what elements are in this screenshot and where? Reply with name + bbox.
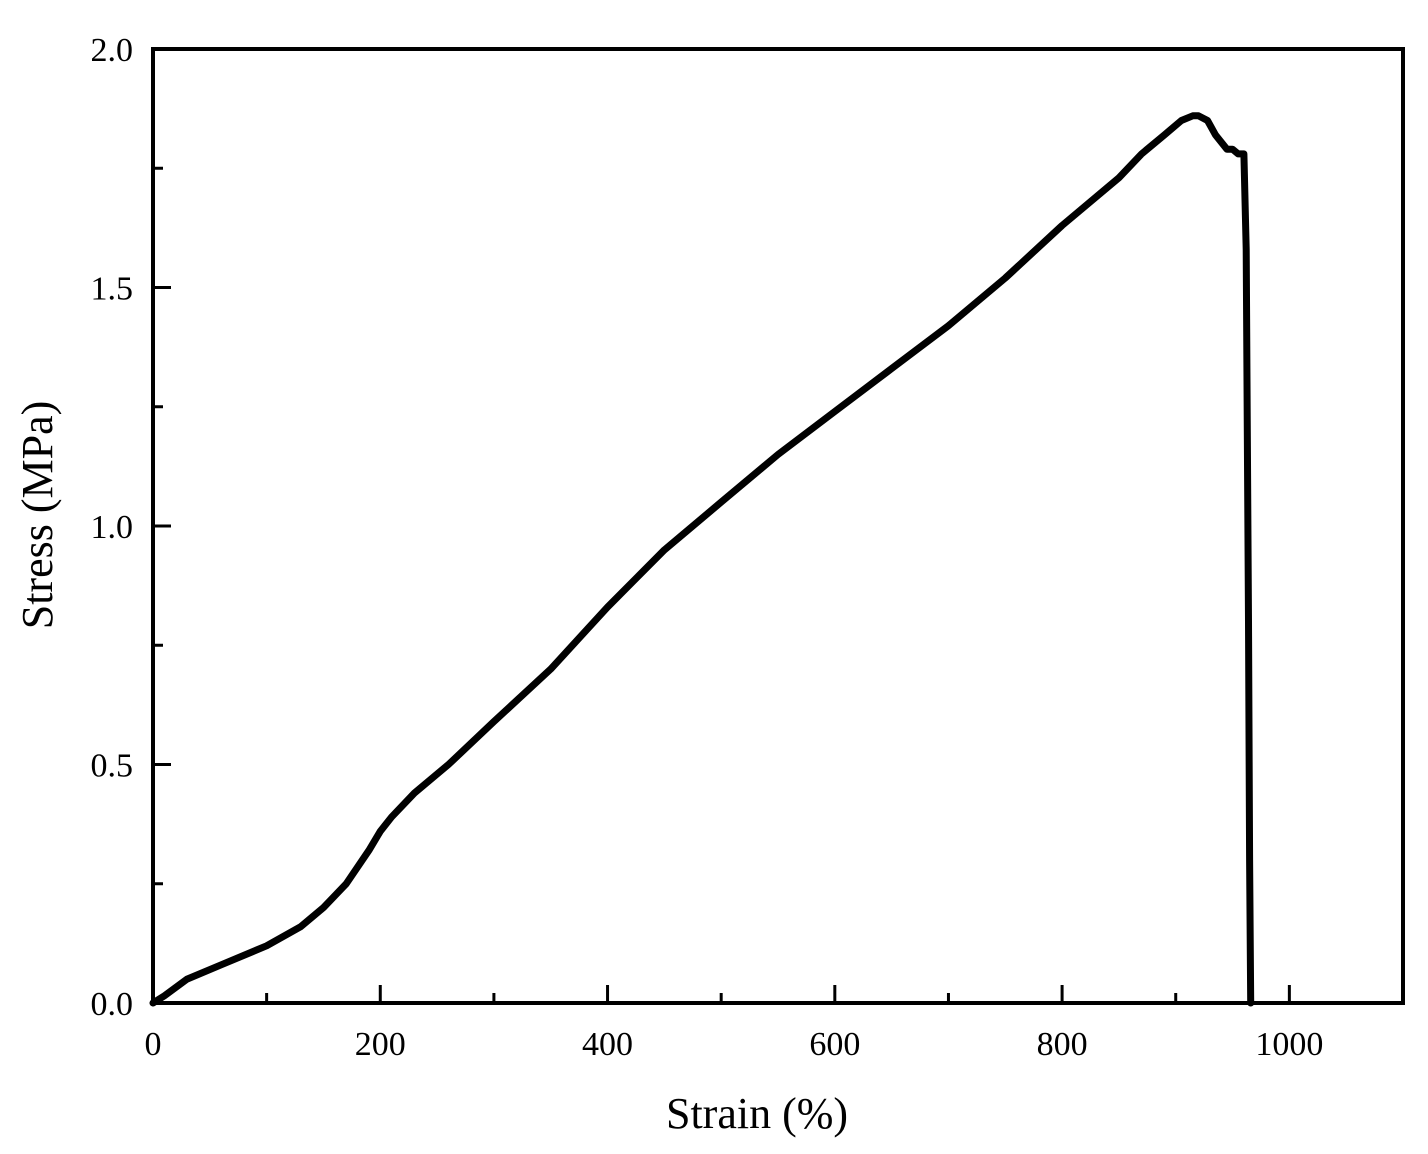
y-tick-label: 0.5	[91, 748, 134, 785]
x-tick-label: 400	[582, 1026, 633, 1063]
tick-labels-layer: 0 200 400 600 800 1000 0.0 0.5 1.0 1.5 2.0	[91, 32, 1324, 1063]
ticks-layer	[151, 47, 1291, 1005]
plot-frame	[151, 47, 1405, 1005]
y-tick-label: 2.0	[91, 32, 134, 69]
series-layer	[149, 112, 1255, 1007]
x-tick-label: 600	[809, 1026, 860, 1063]
series-line	[149, 112, 1255, 1007]
y-tick-label: 1.0	[91, 509, 134, 546]
x-tick-label: 0	[145, 1026, 162, 1063]
x-tick-label: 200	[355, 1026, 406, 1063]
y-tick-label: 0.0	[91, 986, 134, 1023]
y-tick-label: 1.5	[91, 271, 134, 308]
x-tick-label: 1000	[1255, 1026, 1323, 1063]
y-axis-title: Stress (MPa)	[13, 401, 62, 630]
x-axis-title: Strain (%)	[666, 1089, 848, 1138]
x-tick-label: 800	[1037, 1026, 1088, 1063]
